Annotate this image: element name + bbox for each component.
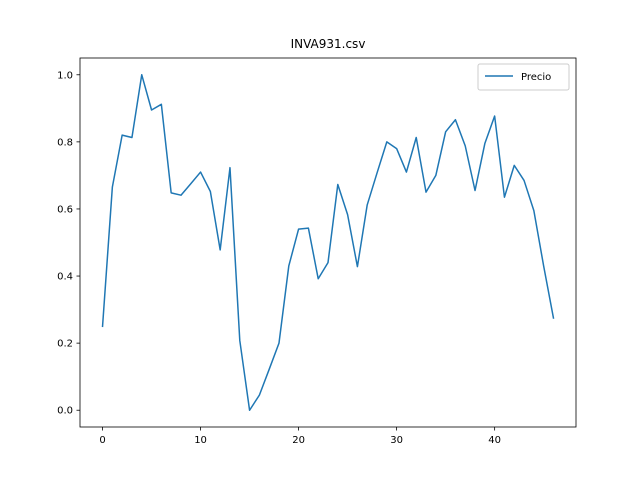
x-tick-label: 40 — [488, 435, 501, 446]
y-tick-label: 0.8 — [57, 137, 73, 148]
x-tick-label: 10 — [194, 435, 207, 446]
legend-label-precio: Precio — [521, 72, 551, 83]
y-tick-label: 1.0 — [57, 70, 73, 81]
x-tick-label: 30 — [390, 435, 403, 446]
plot-frame — [79, 57, 577, 428]
y-tick-label: 0.6 — [57, 204, 73, 215]
legend: Precio — [477, 63, 570, 91]
y-tick-label: 0.0 — [57, 406, 73, 417]
y-tick-label: 0.4 — [57, 272, 73, 283]
series-line-precio — [101, 74, 555, 411]
x-tick-label: 20 — [292, 435, 305, 446]
y-tick-label: 0.2 — [57, 339, 73, 350]
x-tick-label: 0 — [99, 435, 105, 446]
legend-box — [477, 63, 570, 91]
axes: 0 10 20 30 40 0.0 0.2 0.4 0.6 0.8 1.0 — [57, 57, 577, 446]
chart-title: INVA931.csv — [291, 37, 366, 51]
series-layer — [101, 74, 555, 411]
